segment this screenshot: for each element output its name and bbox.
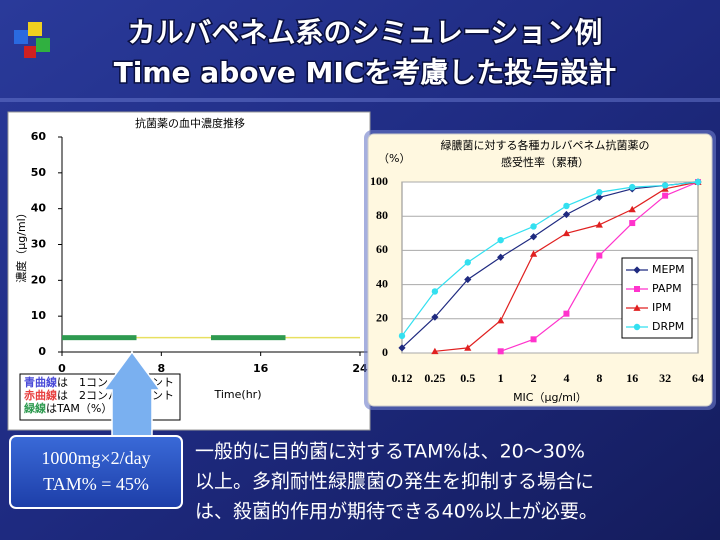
y-tick-label: 80 [376, 208, 388, 222]
x-tick-label: 4 [563, 371, 569, 385]
y-unit: （%） [378, 152, 410, 165]
marker [431, 313, 439, 321]
chart-title: 緑膿菌に対する各種カルバペネム抗菌薬の [441, 138, 650, 152]
x-tick-label: 2 [531, 371, 537, 385]
y-tick-label: 40 [31, 202, 47, 215]
legend-marker [633, 304, 641, 311]
marker [595, 193, 603, 201]
marker [629, 220, 636, 227]
marker [398, 332, 406, 340]
marker [596, 252, 603, 259]
tam-bar [211, 335, 286, 341]
marker [694, 178, 702, 186]
chart-title: 抗菌薬の血中濃度推移 [135, 116, 245, 130]
callout-arrow [98, 350, 162, 439]
marker [497, 316, 505, 324]
x-tick-label: 0 [58, 362, 66, 375]
marker [497, 348, 504, 355]
title-line: Time above MICを考慮した投与設計 [114, 56, 617, 89]
marker [529, 233, 538, 241]
legend-label: IPM [652, 301, 671, 314]
legend-marker [633, 266, 641, 274]
y-axis-label: 濃度（μg/ml） [14, 207, 28, 282]
legend-box [621, 257, 693, 339]
marker [464, 275, 472, 284]
marker [563, 202, 570, 210]
marker [595, 221, 603, 228]
legend-keyword: 緑線 [24, 401, 46, 415]
marker [431, 347, 439, 355]
legend-keyword: 青曲線 [24, 375, 57, 389]
marker [464, 259, 471, 266]
marker [662, 192, 669, 199]
legend-label: MEPM [652, 263, 685, 276]
x-tick-label: 64 [692, 371, 704, 385]
marker [629, 183, 636, 191]
y-tick-label: 0 [38, 345, 46, 358]
marker [628, 205, 636, 213]
y-tick-label: 40 [376, 276, 388, 290]
marker [464, 344, 472, 351]
legend-label: PAPM [652, 282, 682, 295]
series-line [401, 181, 699, 349]
y-tick-label: 50 [31, 166, 47, 179]
body-line: 一般的に目的菌に対するTAM%は、20～30% [195, 441, 585, 463]
legend-box [19, 373, 181, 421]
legend-marker [633, 323, 641, 331]
logo [14, 22, 50, 58]
y-tick-label: 30 [31, 238, 47, 251]
body-line: は、殺菌的作用が期待できる40%以上が必要。 [195, 501, 598, 523]
x-tick-label: 32 [659, 371, 671, 385]
series-line [401, 181, 699, 337]
legend-text: はTAM（%） [46, 402, 112, 415]
x-tick-label: 0.5 [460, 371, 475, 385]
tam-bar [62, 335, 137, 341]
marker [530, 223, 537, 230]
x-tick-label: 16 [253, 362, 269, 375]
legend-keyword: 赤曲線 [24, 388, 57, 402]
marker [431, 288, 439, 295]
marker [661, 182, 669, 189]
legend-marker [634, 286, 640, 292]
callout-box [9, 435, 183, 509]
x-tick-label: 16 [626, 371, 638, 385]
marker [562, 229, 571, 237]
marker [530, 336, 537, 343]
y-tick-label: 10 [31, 309, 47, 322]
divider [0, 98, 720, 102]
x-tick-label: 1 [498, 371, 504, 385]
marker [497, 253, 505, 261]
y-tick-label: 20 [31, 273, 47, 286]
x-tick-label: 8 [158, 362, 166, 375]
callout-line: TAM% = 45% [43, 474, 149, 494]
y-tick-label: 60 [31, 130, 47, 143]
body-line: 以上。多剤耐性緑膿菌の発生を抑制する場合に [195, 471, 594, 493]
title-line: カルバペネム系のシミュレーション例 [128, 16, 603, 49]
x-tick-label: 0.12 [392, 371, 413, 385]
marker [497, 236, 504, 244]
marker [596, 189, 603, 196]
marker [398, 344, 406, 352]
x-axis-label: Time(hr) [214, 388, 262, 401]
marker [563, 310, 570, 317]
y-tick-label: 60 [376, 242, 388, 256]
x-tick-label: 8 [596, 371, 602, 385]
y-tick-label: 100 [370, 174, 388, 188]
legend-entry: 緑線はTAM（%） [24, 401, 112, 415]
x-axis-label: MIC（μg/ml） [513, 391, 587, 404]
callout-line: 1000mg×2/day [41, 448, 150, 468]
y-tick-label: 20 [376, 311, 388, 325]
x-tick-label: 0.25 [424, 371, 445, 385]
chart-title: 感受性率（累積） [501, 155, 589, 169]
legend-label: DRPM [652, 320, 684, 333]
marker [529, 250, 538, 257]
marker [562, 210, 571, 219]
callout: 1000mg×2/day TAM% = 45% [9, 350, 183, 509]
y-tick-label: 0 [382, 345, 388, 359]
